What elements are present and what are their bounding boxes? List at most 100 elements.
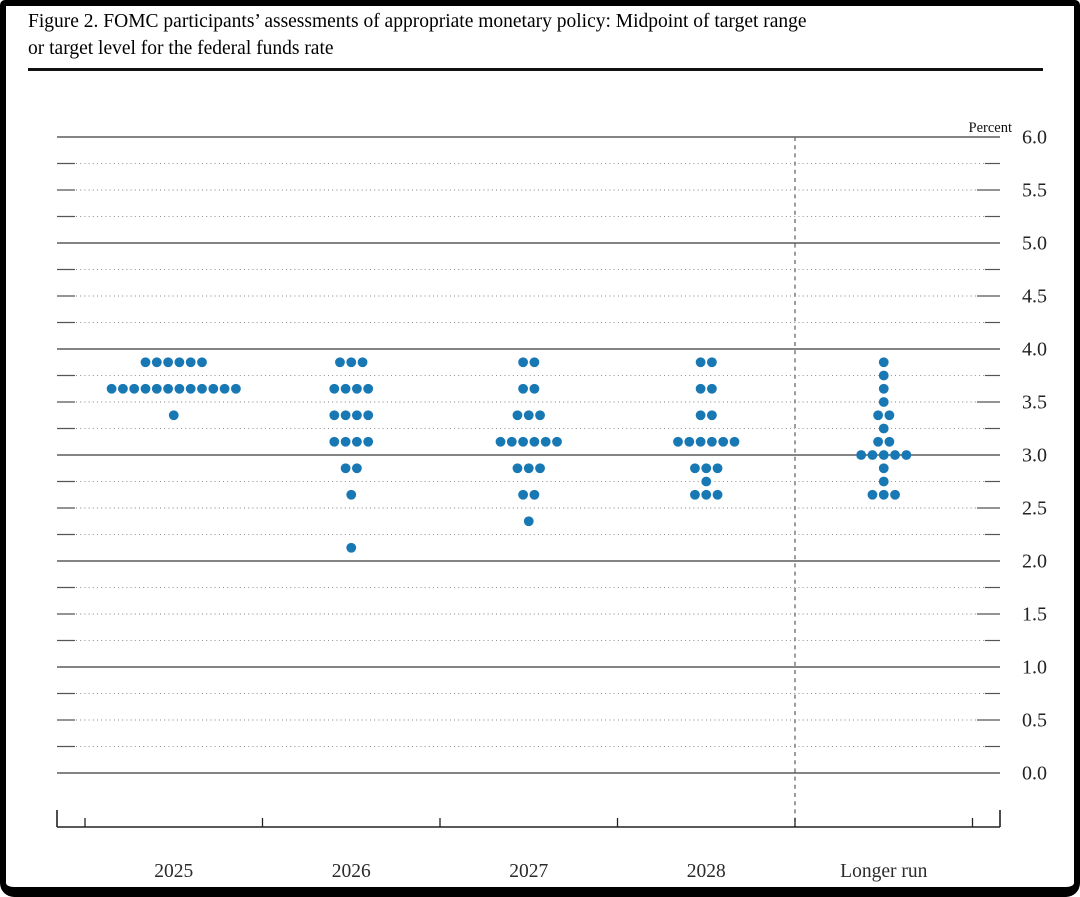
participant-dot [729,436,740,447]
x-axis-label: 2025 [154,861,193,882]
participant-dot [535,410,545,421]
participant-dot [168,410,179,421]
participant-dot [174,357,185,368]
participant-dot [529,436,540,447]
y-axis-label: 5.0 [1022,233,1047,255]
y-axis-label: 5.5 [1022,180,1047,202]
participant-dot [329,383,340,394]
participant-dot [878,357,889,368]
participant-dot [340,410,351,421]
participant-dot [690,489,700,500]
participant-dot [878,450,889,460]
participant-dot [701,489,712,500]
participant-dot [890,489,900,500]
participant-dot [346,542,357,553]
y-axis-label: 2.0 [1022,551,1047,573]
participant-dot [352,463,362,474]
participant-dot [174,383,185,394]
participant-dot [512,463,523,474]
participant-dot [346,357,357,368]
participant-dot [151,383,162,394]
participant-dot [523,410,534,421]
participant-dot [707,410,717,421]
participant-dot [329,410,340,421]
participant-dot [352,436,362,447]
participant-dot [340,463,351,474]
participant-dot [901,450,912,460]
participant-dot [878,463,889,474]
participant-dot [518,489,528,500]
participant-dot [878,397,889,407]
participant-dot [185,357,196,368]
x-axis-label: 2028 [687,861,726,882]
participant-dot [712,489,723,500]
participant-dot [185,383,196,394]
participant-dot [878,476,889,487]
participant-dot [701,476,712,487]
figure-title-line1: Figure 2. FOMC participants’ assessments… [28,11,807,32]
participant-dot [219,383,230,394]
participant-dot [352,410,362,421]
title-divider [28,68,1043,71]
participant-dot [335,357,345,368]
participant-dot [552,436,562,447]
y-axis-label: 6.0 [1022,127,1047,149]
participant-dot [878,489,889,500]
participant-dot [684,436,695,447]
participant-dot [529,489,540,500]
participant-dot [535,463,545,474]
participant-dot [701,463,712,474]
figure-title: Figure 2. FOMC participants’ assessments… [28,9,1044,62]
participant-dot [707,357,717,368]
participant-dot [884,410,895,421]
x-axis-label: Longer run [840,861,927,882]
participant-dot [352,383,362,394]
x-axis-label: 2026 [332,861,371,882]
participant-dot [695,436,706,447]
participant-dot [523,463,534,474]
y-axis-label: 4.0 [1022,339,1047,361]
participant-dot [878,423,889,434]
participant-dot [856,450,867,460]
participant-dot [512,410,523,421]
x-axis-label: 2027 [509,861,548,882]
participant-dot [197,383,207,394]
participant-dot [208,383,219,394]
y-axis-label: 0.0 [1022,763,1047,785]
participant-dot [878,383,889,394]
participant-dot [129,383,140,394]
participant-dot [346,489,357,500]
participant-dot [884,436,895,447]
participant-dot [163,383,174,394]
participant-dot [357,357,368,368]
participant-dot [197,357,207,368]
participant-dot [118,383,128,394]
participant-dot [695,383,706,394]
y-axis-label: 3.0 [1022,445,1047,467]
participant-dot [673,436,683,447]
participant-dot [540,436,551,447]
percent-label: Percent [969,120,1012,136]
participant-dot [363,410,374,421]
y-axis-label: 3.5 [1022,392,1047,414]
participant-dot [151,357,162,368]
participant-dot [529,357,540,368]
participant-dot [140,383,151,394]
participant-dot [140,357,151,368]
participant-dot [690,463,700,474]
participant-dot [867,489,878,500]
participant-dot [340,436,351,447]
participant-dot [695,357,706,368]
participant-dot [106,383,117,394]
participant-dot [363,383,374,394]
y-axis-label: 1.0 [1022,657,1047,679]
participant-dot [506,436,517,447]
participant-dot [873,436,883,447]
participant-dot [867,450,878,460]
participant-dot [890,450,900,460]
participant-dot [495,436,506,447]
participant-dot [695,410,706,421]
participant-dot [718,436,729,447]
participant-dot [518,383,528,394]
